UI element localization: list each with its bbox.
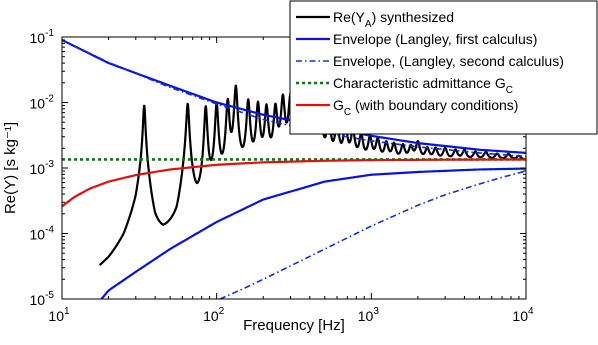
legend-entry-label: Envelope (Langley, first calculus) — [333, 31, 537, 47]
y-tick-label: 10-3 — [30, 159, 55, 177]
legend-entry-label: Characteristic admittance GC — [333, 75, 513, 96]
legend-entry-label: GC (with boundary conditions) — [333, 97, 518, 118]
tick-label-layer: 101 102 103 104 10-1 10-2 10-3 10-4 10-5 — [30, 28, 534, 324]
x-axis-label: Frequency [Hz] — [243, 317, 345, 334]
y-tick-label: 10-2 — [30, 94, 55, 112]
y-tick-label: 10-4 — [30, 225, 55, 243]
x-tick-label: 104 — [512, 306, 534, 324]
y-tick-label: 10-1 — [30, 28, 55, 46]
series-line — [100, 167, 526, 299]
x-tick-label: 102 — [203, 306, 225, 324]
series-line — [62, 158, 526, 208]
series-4 — [62, 158, 526, 208]
legend-entry-label: Envelope, (Langley, second calculus) — [333, 53, 564, 69]
legend-entry-label: Re(YA) synthesized — [333, 9, 454, 30]
y-tick-label: 10-5 — [30, 290, 55, 308]
legend-box — [289, 0, 598, 135]
series-line — [219, 170, 526, 299]
x-tick-label: 103 — [358, 306, 380, 324]
x-tick-label: 101 — [48, 306, 70, 324]
y-axis-label: Re(Y) [s kg⁻¹] — [2, 122, 19, 214]
